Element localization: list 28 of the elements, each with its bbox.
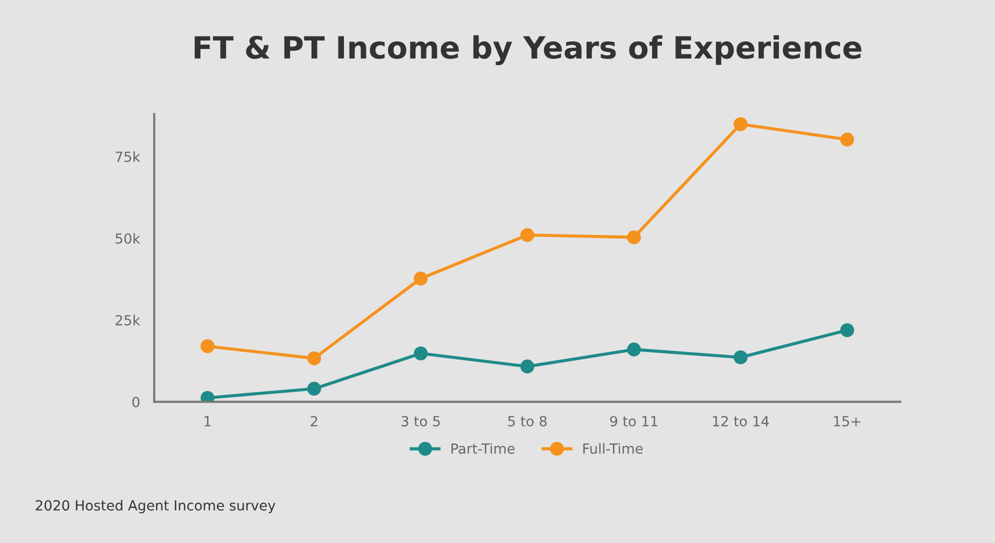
point	[520, 360, 534, 374]
y-tick-label: 50k	[116, 233, 140, 244]
x-tick-label: 12 to 14	[713, 416, 769, 426]
point	[414, 346, 428, 360]
point	[627, 230, 641, 244]
x-tick-label: 5 to 8	[508, 416, 547, 426]
x-tick-label: 15+	[834, 416, 860, 426]
point	[414, 272, 428, 286]
text: 2020 Hosted Agent Income survey	[36, 500, 276, 514]
point	[840, 132, 854, 146]
x-tick-label: 9 to 11	[610, 416, 658, 426]
x-tick-label: 3 to 5	[402, 416, 440, 426]
point	[200, 339, 214, 354]
x-tick-label: 1	[204, 416, 211, 426]
point	[627, 342, 641, 356]
point	[734, 117, 748, 132]
point	[307, 351, 322, 366]
y-tick-label: 25k	[116, 314, 140, 326]
point	[734, 350, 748, 364]
point	[307, 382, 322, 396]
chart-title: FT & PT Income by Years of Experience	[194, 35, 862, 66]
y-tick-label: 0	[132, 396, 140, 408]
point	[840, 323, 854, 338]
y-tick-label: 75k	[116, 151, 140, 162]
x-tick-label: 2	[310, 416, 318, 426]
point	[520, 228, 534, 242]
legend-label: Part-Time	[452, 443, 515, 454]
legend-label: Full-Time	[583, 443, 643, 454]
